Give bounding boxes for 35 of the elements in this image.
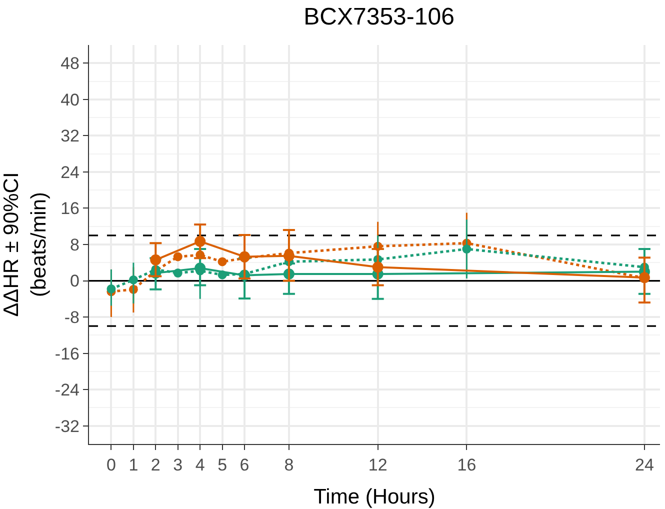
y-tick-label: 48 xyxy=(60,54,80,74)
y-tick-label: -16 xyxy=(54,344,80,364)
point xyxy=(372,262,384,273)
point xyxy=(173,252,182,262)
y-tick-label: 24 xyxy=(60,162,80,182)
y-tick-label: -32 xyxy=(54,416,80,436)
point xyxy=(128,275,138,284)
y-tick-label: 32 xyxy=(60,126,80,146)
y-axis-title: ΔΔHR ± 90%CI (beats/min) xyxy=(0,172,50,317)
x-tick-label: 4 xyxy=(195,456,205,474)
y-tick-label: 0 xyxy=(70,272,80,291)
y-tick-label: 40 xyxy=(60,90,80,110)
y-tick-label: 16 xyxy=(60,199,80,218)
x-tick-label: 16 xyxy=(457,456,476,474)
x-tick-label: 1 xyxy=(128,456,138,474)
y-tick-label: -24 xyxy=(54,380,80,400)
x-tick-label: 2 xyxy=(150,456,160,474)
x-tick-label: 6 xyxy=(240,456,250,474)
point xyxy=(150,254,162,266)
x-tick-label: 24 xyxy=(634,456,654,474)
x-tick-label: 5 xyxy=(218,456,228,474)
x-tick-label: 0 xyxy=(106,456,116,474)
chart-title: BCX7353-106 xyxy=(304,3,454,30)
x-axis-title: Time (Hours) xyxy=(314,486,436,509)
point xyxy=(239,251,250,262)
point xyxy=(194,236,206,247)
point xyxy=(218,257,227,266)
y-tick-label: 8 xyxy=(70,235,80,254)
x-tick-label: 12 xyxy=(368,456,388,474)
x-tick-label: 3 xyxy=(173,456,183,474)
y-tick-label: -8 xyxy=(64,308,80,327)
point xyxy=(106,284,116,294)
point xyxy=(638,272,650,284)
x-tick-label: 8 xyxy=(284,456,294,474)
point xyxy=(462,244,472,254)
